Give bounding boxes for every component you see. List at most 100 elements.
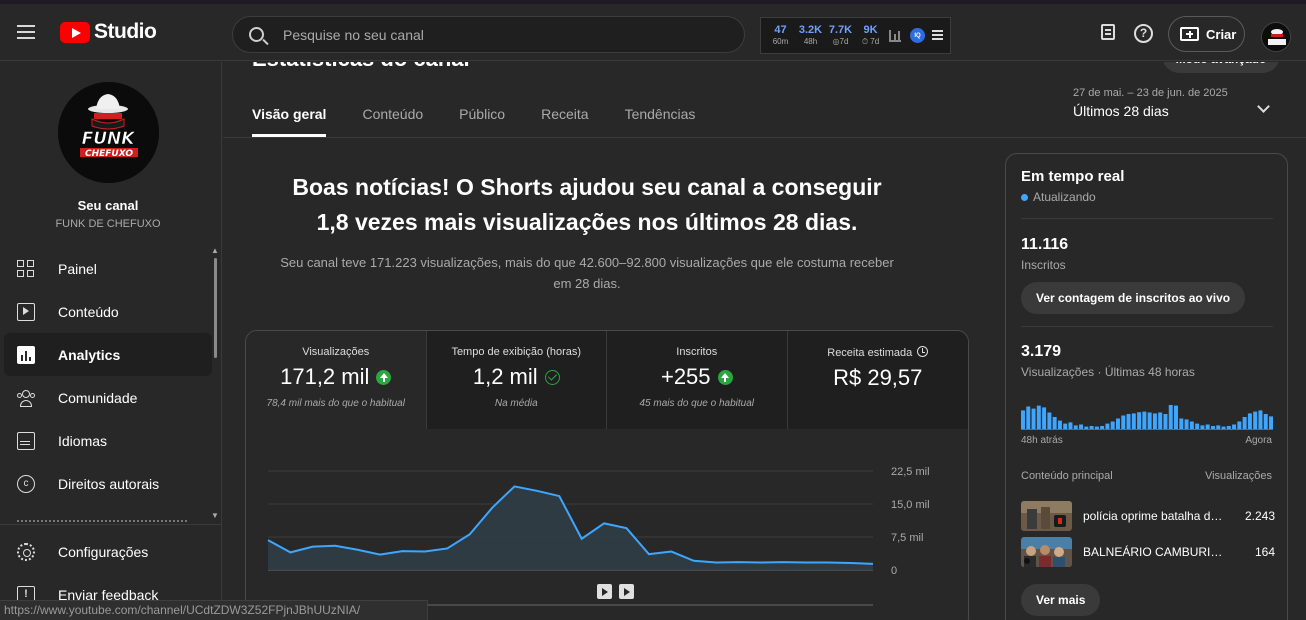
date-range-picker[interactable]: 27 de mai. – 23 de jun. de 2025 Últimos … bbox=[1073, 87, 1283, 119]
realtime-subscribers-value: 11.116 bbox=[1021, 236, 1069, 253]
realtime-bar bbox=[1210, 426, 1215, 429]
realtime-bar bbox=[1179, 418, 1184, 429]
window-top-strip bbox=[0, 0, 1306, 4]
play-next-icon[interactable] bbox=[619, 584, 634, 599]
sidebar-item-label: Analytics bbox=[58, 346, 121, 363]
sidebar-item-comunidade[interactable]: Comunidade bbox=[0, 376, 216, 419]
search-bar[interactable] bbox=[232, 16, 745, 53]
tab-publico[interactable]: Público bbox=[459, 106, 506, 122]
extension-badge-icon[interactable]: IQ bbox=[910, 28, 925, 43]
main-scrollbar[interactable] bbox=[1300, 62, 1306, 620]
realtime-bar bbox=[1105, 423, 1110, 429]
realtime-bar-chart[interactable] bbox=[1021, 394, 1273, 430]
account-avatar[interactable] bbox=[1261, 22, 1291, 52]
bar-chart-icon[interactable] bbox=[889, 29, 901, 42]
realtime-status: Atualizando bbox=[1033, 190, 1096, 204]
axis-end-label: Agora bbox=[1245, 435, 1272, 446]
studio-logo[interactable]: Studio bbox=[60, 20, 157, 43]
realtime-bar bbox=[1126, 414, 1131, 429]
extension-stats-widget[interactable]: 47 60m 3.2K 48h 7.7K ◎7d 9K ⏱ 7d IQ bbox=[760, 17, 951, 54]
metric-revenue[interactable]: Receita estimada R$ 29,57 bbox=[787, 331, 968, 429]
play-prev-icon[interactable] bbox=[597, 584, 612, 599]
divider bbox=[1021, 218, 1273, 219]
sidebar-item-painel[interactable]: Painel bbox=[0, 247, 216, 290]
sidebar-item-analytics[interactable]: Analytics bbox=[4, 333, 212, 376]
search-icon[interactable] bbox=[249, 27, 264, 42]
metric-subscribers[interactable]: Inscritos +255 45 mais do que o habitual bbox=[607, 331, 788, 429]
dashboard-icon bbox=[17, 259, 35, 278]
sidebar-item-label: Direitos autorais bbox=[58, 475, 160, 492]
extension-menu-icon[interactable] bbox=[932, 29, 943, 42]
create-video-icon bbox=[1180, 27, 1199, 41]
divider bbox=[1021, 326, 1273, 327]
video-thumbnail[interactable] bbox=[1021, 537, 1072, 567]
sidebar-bottom-nav: Configurações ! Enviar feedback bbox=[0, 530, 216, 616]
realtime-bar bbox=[1269, 416, 1273, 429]
realtime-bar bbox=[1216, 425, 1221, 429]
ext-stat: 9K ⏱ 7d bbox=[861, 24, 880, 46]
sidebar-item-label: Painel bbox=[58, 260, 97, 277]
metric-watch-time[interactable]: Tempo de exibição (horas) 1,2 mil Na méd… bbox=[426, 331, 607, 429]
see-more-button[interactable]: Ver mais bbox=[1021, 584, 1101, 616]
metric-value: 171,2 mil bbox=[280, 364, 370, 389]
advanced-mode-button[interactable]: Modo avançado bbox=[1162, 62, 1280, 73]
top-content-row[interactable]: BALNEÁRIO CAMBURIU - ... 164 bbox=[1021, 537, 1275, 567]
chart-line bbox=[267, 485, 874, 565]
top-content-row[interactable]: polícia oprime batalha de... 2.243 bbox=[1021, 501, 1275, 531]
send-feedback-icon[interactable] bbox=[1099, 23, 1121, 45]
scroll-up-icon[interactable]: ▲ bbox=[211, 246, 219, 255]
channel-avatar[interactable]: FUNK CHEFUXO bbox=[58, 82, 159, 183]
clock-icon bbox=[917, 346, 929, 357]
realtime-bar bbox=[1137, 412, 1142, 429]
ext-stat: 7.7K ◎7d bbox=[828, 24, 853, 46]
create-button[interactable]: Criar bbox=[1168, 16, 1245, 52]
sidebar-item-label: Conteúdo bbox=[58, 303, 119, 320]
video-views: 164 bbox=[1254, 545, 1275, 559]
insight-headline: Boas notícias! O Shorts ajudou seu canal… bbox=[283, 170, 891, 240]
menu-icon[interactable] bbox=[17, 25, 35, 39]
metric-label: Receita estimada bbox=[827, 347, 913, 359]
metric-views[interactable]: Visualizações 171,2 mil 78,4 mil mais do… bbox=[246, 331, 427, 429]
sidebar-item-label: Enviar feedback bbox=[58, 586, 159, 603]
y-tick-label: 22,5 mil bbox=[891, 466, 930, 478]
help-icon[interactable]: ? bbox=[1133, 23, 1155, 45]
date-range-label: Últimos 28 dias bbox=[1073, 103, 1169, 119]
search-input[interactable] bbox=[283, 17, 723, 52]
logo-text: Studio bbox=[94, 20, 157, 43]
realtime-bar bbox=[1142, 411, 1147, 429]
realtime-bar bbox=[1110, 421, 1115, 429]
video-title[interactable]: BALNEÁRIO CAMBURIU - ... bbox=[1083, 545, 1225, 559]
sidebar-item-conteudo[interactable]: Conteúdo bbox=[0, 290, 216, 333]
tab-conteudo[interactable]: Conteúdo bbox=[362, 106, 424, 122]
live-subscriber-count-button[interactable]: Ver contagem de inscritos ao vivo bbox=[1021, 282, 1246, 314]
sidebar-scrollbar[interactable] bbox=[214, 258, 217, 358]
realtime-views-value: 3.179 bbox=[1021, 343, 1062, 360]
realtime-bar bbox=[1184, 419, 1189, 429]
content-icon bbox=[17, 302, 35, 321]
headline-line-1: Boas notícias! O Shorts ajudou seu canal… bbox=[292, 174, 882, 200]
community-icon bbox=[17, 389, 35, 407]
y-tick-label: 0 bbox=[891, 565, 897, 577]
realtime-bar bbox=[1047, 412, 1052, 429]
tab-tendencias[interactable]: Tendências bbox=[624, 106, 696, 122]
video-title[interactable]: polícia oprime batalha de... bbox=[1083, 509, 1225, 523]
realtime-bar bbox=[1221, 426, 1226, 429]
y-tick-label: 7,5 mil bbox=[891, 532, 923, 544]
realtime-bar bbox=[1068, 422, 1073, 429]
sidebar-item-configuracoes[interactable]: Configurações bbox=[0, 530, 216, 573]
tab-visao-geral[interactable]: Visão geral bbox=[252, 96, 327, 137]
sidebar-item-direitos-autorais[interactable]: c Direitos autorais bbox=[0, 462, 216, 505]
sidebar-item-label: Idiomas bbox=[58, 432, 108, 449]
scroll-down-icon[interactable]: ▼ bbox=[211, 511, 219, 520]
realtime-bar bbox=[1168, 405, 1173, 429]
sidebar-item-idiomas[interactable]: Idiomas bbox=[0, 419, 216, 462]
tab-receita[interactable]: Receita bbox=[541, 106, 589, 122]
realtime-bar bbox=[1200, 425, 1205, 429]
metric-note: 78,4 mil mais do que o habitual bbox=[266, 398, 405, 409]
sidebar-item-partial[interactable] bbox=[17, 516, 197, 524]
video-thumbnail[interactable] bbox=[1021, 501, 1072, 531]
realtime-bar bbox=[1195, 423, 1200, 429]
chart-area bbox=[268, 486, 873, 570]
